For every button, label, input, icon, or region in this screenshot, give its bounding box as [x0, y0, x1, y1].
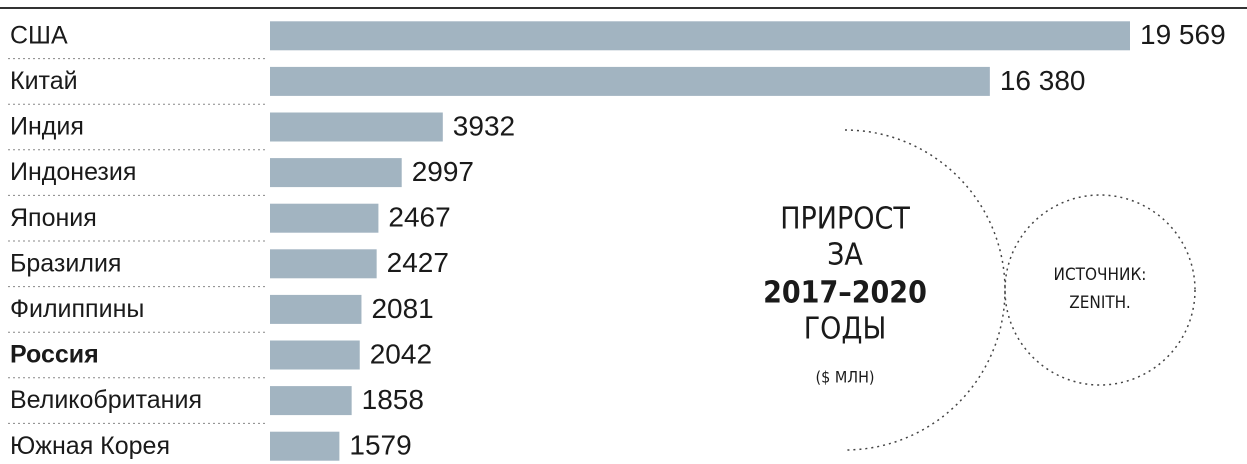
bar: [270, 340, 360, 370]
category-label: США: [10, 21, 68, 49]
value-label: 2427: [387, 247, 449, 278]
category-label: Великобритания: [10, 386, 202, 414]
bar: [270, 431, 340, 461]
category-label: Бразилия: [10, 249, 121, 277]
source-line: ZENITH.: [1069, 293, 1130, 313]
bar: [270, 66, 990, 96]
annotation-line: ГОДЫ: [804, 312, 887, 347]
bar: [270, 158, 402, 188]
value-label: 2042: [370, 338, 432, 369]
category-label: Филиппины: [10, 295, 144, 323]
circle-right: [1004, 194, 1196, 386]
value-label: 19 569: [1140, 19, 1226, 50]
category-label: Индонезия: [10, 158, 136, 186]
annotation-line: 2017–2020: [763, 276, 927, 311]
category-label: Япония: [10, 204, 97, 232]
value-label: 3932: [453, 110, 515, 141]
source-line: ИСТОЧНИК:: [1054, 265, 1147, 285]
annotation-line: ПРИРОСТ: [780, 202, 910, 237]
bar: [270, 21, 1130, 51]
bar: [270, 249, 377, 279]
category-label: Китай: [10, 67, 78, 95]
value-label: 2997: [412, 156, 474, 187]
bar: [270, 294, 362, 324]
category-label: Россия: [10, 341, 99, 369]
annotation-line: ЗА: [827, 238, 863, 273]
annotation-unit: ($ МЛН): [815, 368, 874, 387]
value-label: 1579: [349, 430, 411, 461]
category-label: Южная Корея: [10, 432, 170, 460]
category-label: Индия: [10, 113, 84, 141]
value-label: 16 380: [1000, 65, 1086, 96]
bar: [270, 112, 443, 142]
value-label: 1858: [362, 384, 424, 415]
bar: [270, 386, 352, 416]
value-label: 2467: [388, 202, 450, 233]
value-label: 2081: [371, 293, 433, 324]
bar: [270, 203, 379, 233]
